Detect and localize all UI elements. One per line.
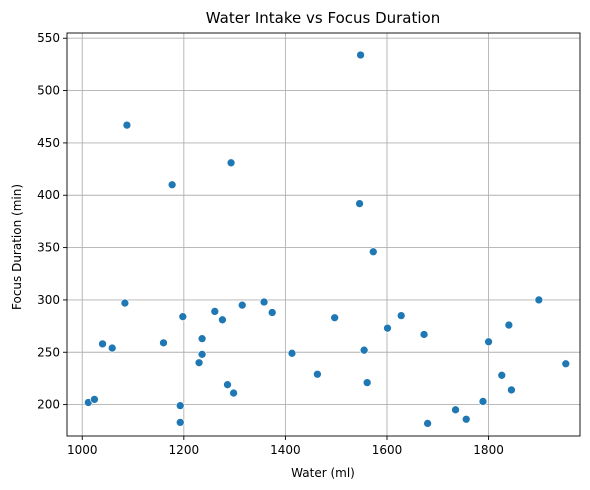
data-point: [330, 313, 340, 323]
data-point: [159, 338, 168, 348]
x-tick-label: 1000: [67, 443, 98, 457]
x-tick-label: 1800: [473, 443, 504, 457]
data-point: [175, 418, 185, 427]
data-point: [226, 158, 236, 168]
x-tick-label: 1400: [270, 443, 301, 457]
y-tick-label: 500: [37, 84, 60, 98]
data-point: [120, 298, 130, 308]
plot-frame: [66, 32, 581, 437]
data-point: [507, 385, 516, 395]
data-point: [178, 312, 188, 322]
data-point: [90, 395, 99, 404]
points-layer: [83, 50, 571, 428]
data-point: [107, 343, 117, 353]
grid-layer: [67, 33, 580, 436]
data-point: [423, 419, 432, 428]
data-point: [175, 401, 185, 410]
y-tick-label: 300: [37, 293, 60, 307]
y-tick-label: 350: [37, 241, 60, 255]
data-point: [313, 369, 322, 379]
data-point: [484, 337, 493, 347]
x-axis-label: Water (ml): [291, 466, 355, 480]
data-point: [478, 397, 488, 406]
data-point: [194, 358, 204, 368]
data-point: [356, 50, 365, 60]
data-point: [451, 405, 460, 415]
data-point: [504, 320, 514, 330]
data-point: [355, 199, 364, 208]
data-point: [561, 359, 571, 369]
data-point: [362, 378, 372, 387]
y-tick-label: 550: [37, 31, 60, 45]
ticks-layer: 1000 1200 1400 1600 1800 200 250 300 350 400 450 50…: [37, 31, 504, 457]
data-point: [497, 370, 507, 380]
data-point: [210, 307, 220, 316]
data-point: [197, 334, 207, 344]
y-tick-label: 250: [37, 345, 60, 359]
data-point: [359, 345, 369, 355]
y-tick-label: 400: [37, 188, 60, 202]
data-point: [396, 311, 406, 320]
data-point: [197, 350, 207, 359]
y-axis-label: Focus Duration (min): [10, 184, 24, 310]
data-point: [259, 297, 269, 307]
data-point: [167, 180, 177, 190]
data-point: [368, 247, 378, 257]
data-point: [218, 315, 227, 325]
data-point: [287, 348, 297, 358]
data-point: [267, 308, 277, 317]
data-point: [237, 300, 247, 310]
data-point: [122, 120, 132, 130]
data-point: [419, 330, 429, 339]
data-point: [383, 323, 392, 333]
x-tick-label: 1200: [169, 443, 200, 457]
y-tick-label: 450: [37, 136, 60, 150]
data-point: [229, 388, 238, 398]
data-point: [223, 380, 232, 390]
chart-title: Water Intake vs Focus Duration: [206, 9, 440, 27]
data-point: [534, 295, 544, 305]
data-point: [461, 414, 471, 424]
data-point: [98, 339, 107, 349]
y-tick-label: 200: [37, 398, 60, 412]
x-tick-label: 1600: [372, 443, 403, 457]
